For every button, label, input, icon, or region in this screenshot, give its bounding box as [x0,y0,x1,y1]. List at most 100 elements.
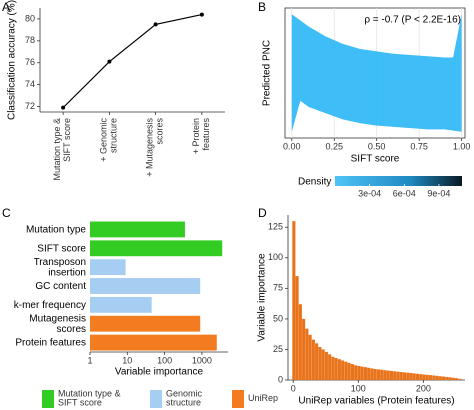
x-tick-label: 1 [87,355,92,365]
bar [295,276,299,380]
bar [406,372,410,380]
bar [350,364,354,380]
bar [415,373,420,380]
bar [367,367,371,380]
x-tick-label: 0.75 [410,141,428,151]
bar [344,361,348,380]
panel-label: C [2,206,11,220]
panel-label: B [258,0,266,14]
point [153,22,158,27]
y-tick-label: 125 [268,222,283,232]
bar [409,373,413,380]
bar [448,377,452,380]
bar [357,365,361,380]
x-tick-label: 10 [122,355,132,365]
bar [363,367,367,380]
bar [308,334,312,380]
bar [90,315,201,332]
y-axis-label: Variable importance [257,253,268,342]
bar [90,240,223,257]
bar [354,365,358,380]
x-axis-label: UniRep variables (Protein features) [298,396,454,407]
bar [402,372,407,380]
bar [321,349,325,380]
x-tick-label: Mutation type &SIFT score [53,118,73,181]
y-tick-label: 50 [273,313,283,323]
bar [399,372,403,380]
bar [383,370,387,380]
x-tick-label: 0.25 [325,141,343,151]
y-tick-label: GC content [35,281,86,292]
y-tick-label: Mutation type [26,224,86,235]
x-axis-label: SIFT score [351,154,400,165]
point [107,59,112,64]
x-tick-label: 1000 [192,355,212,365]
legend-swatch [150,390,162,408]
bar [393,371,397,380]
bar [454,378,459,380]
legend-label: Mutation type & SIFT score [58,389,121,408]
bar [396,371,400,380]
y-tick-label: 75 [273,283,283,293]
legend-swatch [42,390,54,408]
bar [311,339,315,380]
bar [389,370,394,380]
bar [428,375,433,380]
bar [441,376,446,380]
bar [292,221,296,380]
bar [90,334,217,351]
bar [334,358,338,380]
legend-label: UniRep [248,393,278,403]
bar [435,375,439,380]
bar [331,356,335,380]
y-tick-label: Protein features [15,337,86,348]
y-tick-label: 25 [273,344,283,354]
bar [373,369,377,380]
bar [305,328,309,380]
point [61,105,66,110]
bar [90,259,126,276]
bar [90,221,185,238]
x-tick-label: 0.50 [368,141,386,151]
y-tick-label: SIFT score [37,243,86,254]
annotation: ρ = -0.7 (P < 2.2E-16) [364,15,461,26]
x-tick-label: 0.00 [283,141,301,151]
bar [451,377,455,380]
bar [438,376,442,380]
bar [302,318,306,380]
x-axis-label: Variable importance [115,367,204,378]
legend-label: Genomic structure [166,389,203,408]
legend-swatch [232,390,244,408]
x-tick-label: 200 [416,383,431,393]
bar [341,360,345,380]
y-tick-label: 74 [25,79,35,89]
bar [328,354,332,380]
y-tick-label: 72 [25,101,35,111]
density-cloud [291,14,462,132]
bar [337,359,341,380]
bar [360,366,364,380]
bar [412,373,416,380]
bar [458,378,462,380]
bar [376,369,380,380]
y-tick-label: 0 [278,374,283,384]
y-axis-label: Classification accuracy (%) [7,0,18,120]
panel-label: A [2,0,10,14]
bar [422,374,426,380]
x-tick-label: + Mutagenesisscores [145,118,165,177]
y-axis-label: Predicted PNC [262,40,273,106]
colorbar-tick-label: 6e-04 [393,188,416,198]
line [62,13,203,109]
y-tick-label: Transposon insertion [34,257,86,279]
colorbar-tick-label: 3e-04 [358,188,381,198]
colorbar-title: Density [298,177,331,188]
colorbar-tick-label: 9e-04 [427,188,450,198]
bar [324,351,328,380]
y-tick-label: k-mer frequency [14,299,86,310]
x-tick-label: + Proteinfeatures [191,118,211,155]
x-tick-label: + Genomicstructure [99,118,119,162]
bar [432,375,436,380]
bar [318,347,322,380]
y-tick-label: 80 [25,13,35,23]
